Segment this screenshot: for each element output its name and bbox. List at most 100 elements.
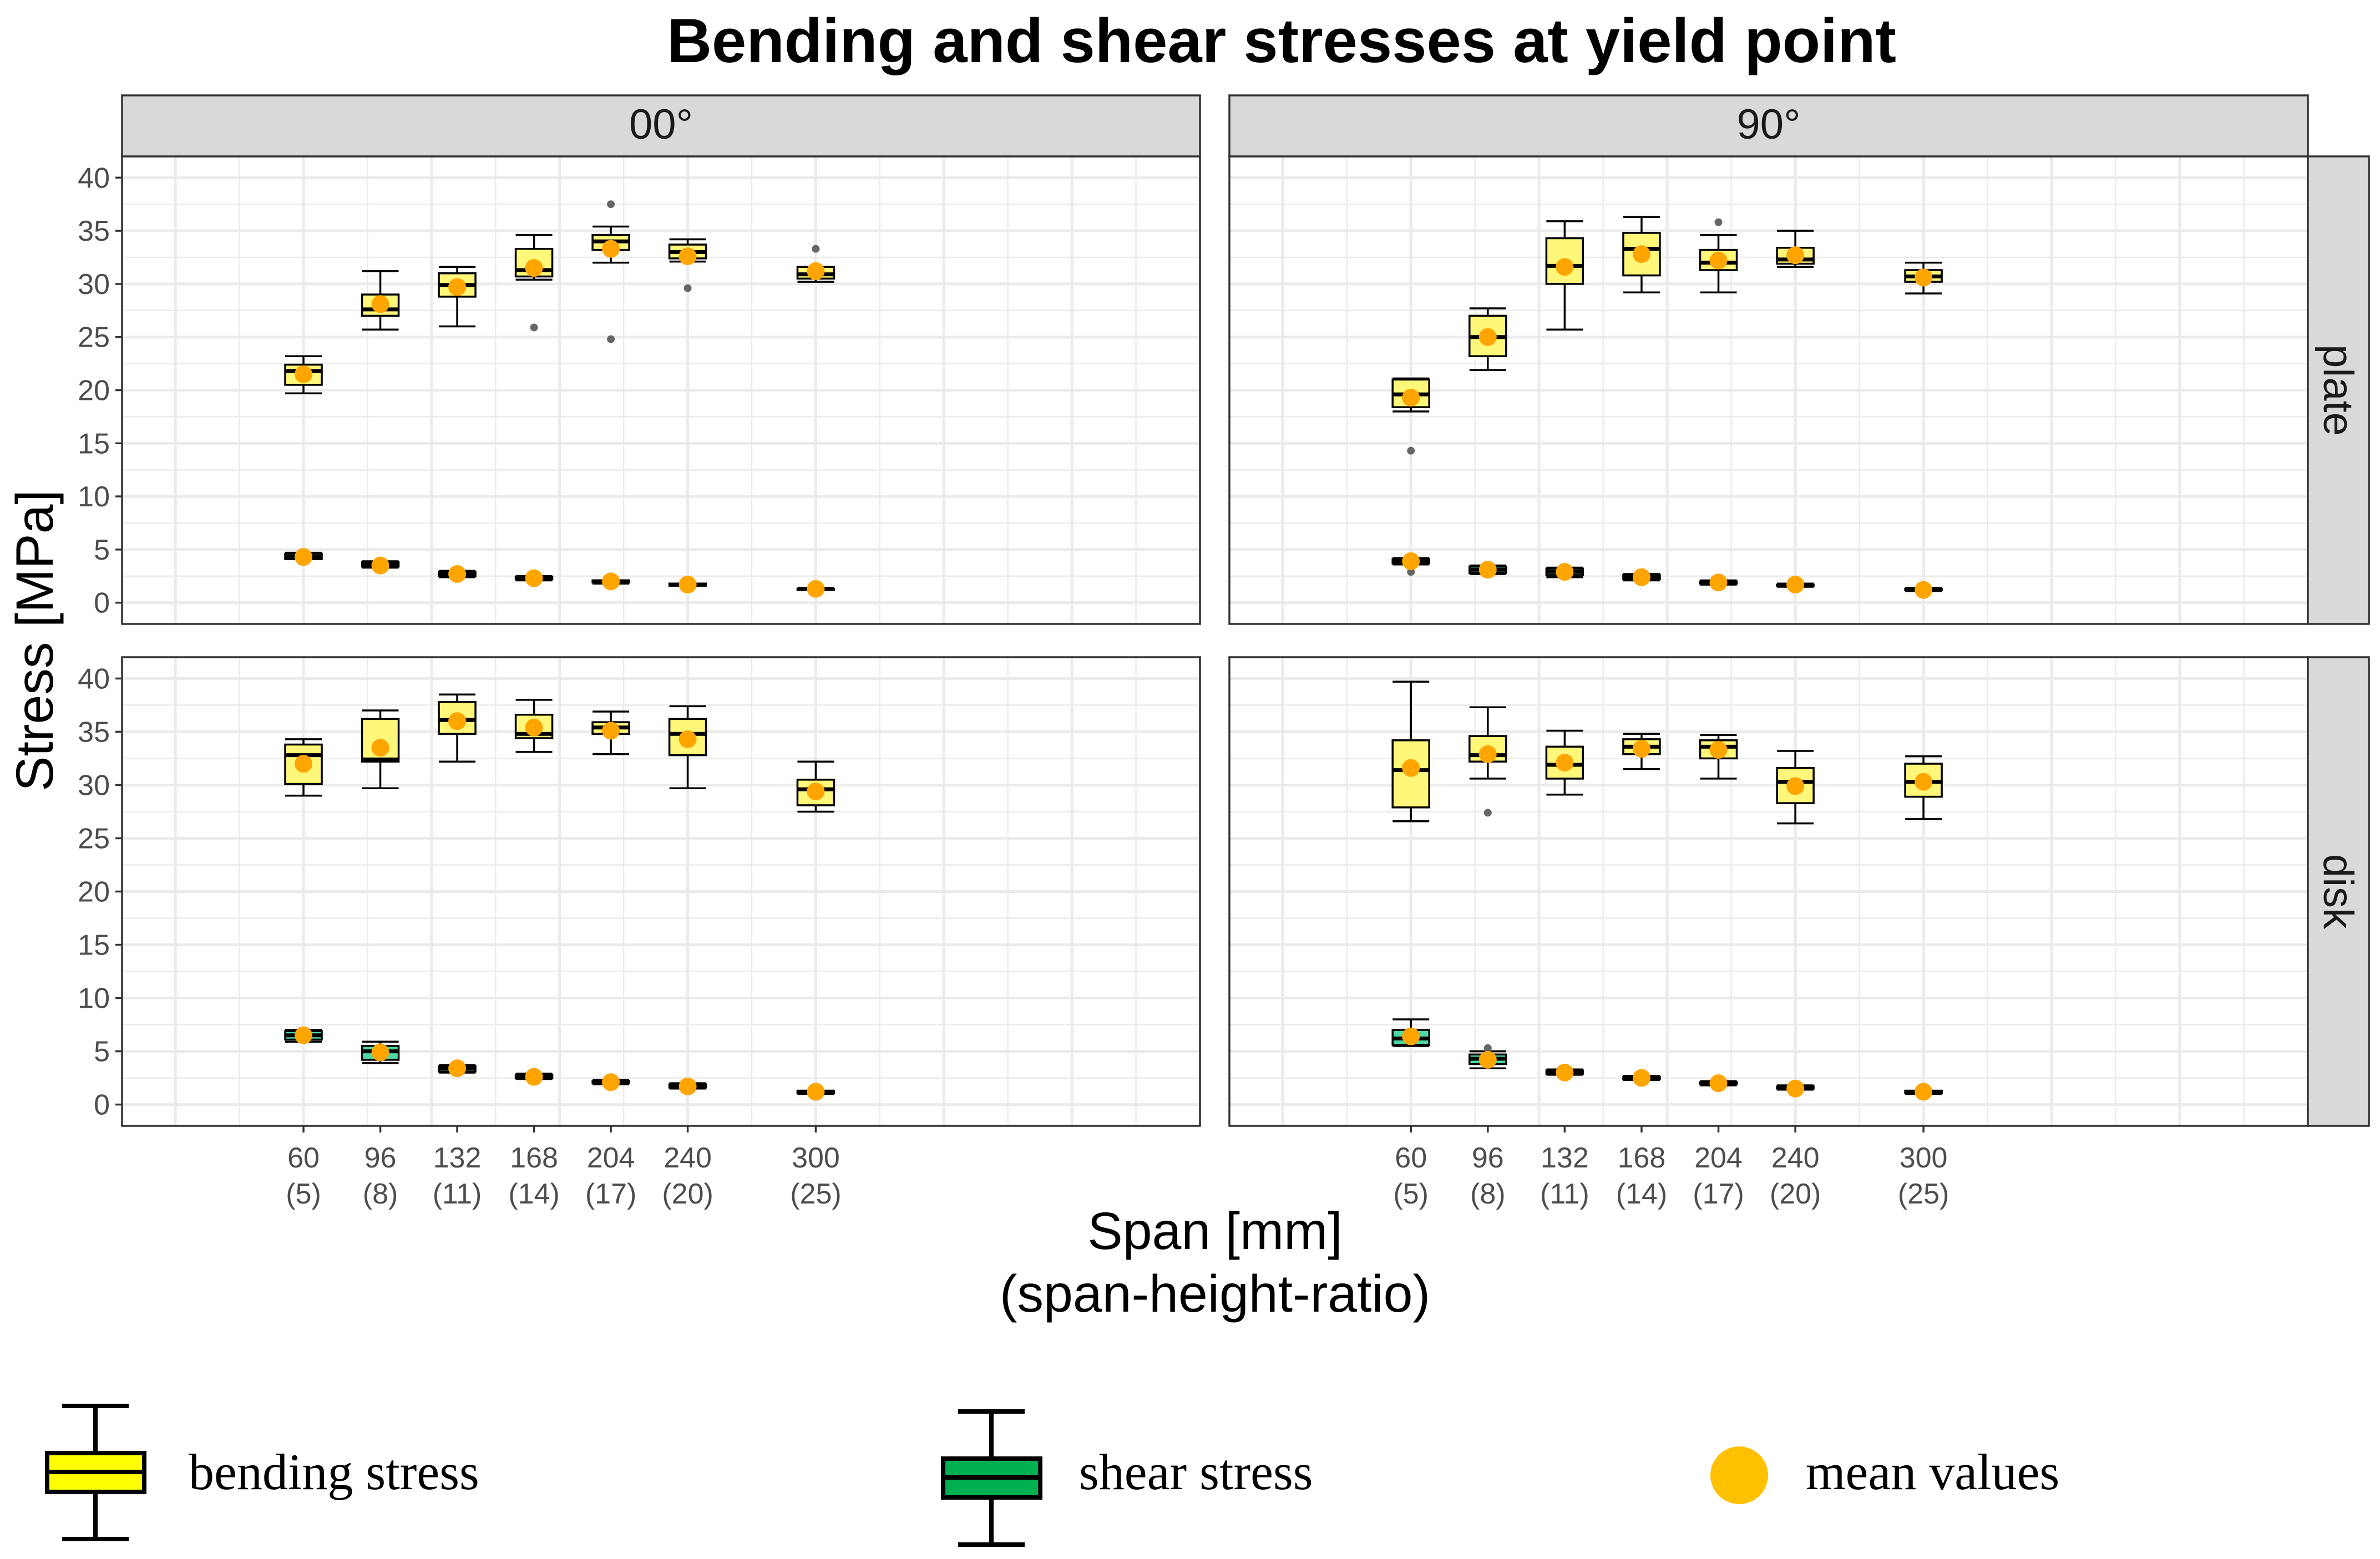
legend-label-mean: mean values [1806,1444,2059,1500]
shear-box [1545,563,1584,581]
bending-box [1622,216,1661,293]
mean-point [448,278,467,296]
x-tick-sublabel: (25) [1898,1178,1949,1210]
panel-gridlines [122,156,1202,624]
shear-box [591,1073,630,1091]
bending-box [284,738,323,797]
mean-point [807,782,825,800]
mean-point [1478,561,1497,579]
row-strip-label: plate [2315,344,2362,436]
shear-box [514,569,554,587]
shear-box [1699,1074,1738,1093]
column-strip-label: 90° [1737,101,1801,148]
bending-box [1699,734,1738,780]
shear-box [514,1068,554,1086]
y-tick-label: 30 [78,268,110,301]
x-tick-label: 240 [664,1142,712,1174]
panel-gridlines [1229,657,2310,1126]
bending-box [361,270,400,331]
mean-point [448,565,467,583]
shear-box [1391,552,1430,576]
mean-point [295,755,313,773]
bending-box [796,760,835,813]
y-tick-label: 30 [78,769,110,801]
x-tick-label: 60 [1395,1142,1427,1174]
mean-point [1556,258,1574,276]
legend-key-shear [941,1409,1042,1547]
shear-box [361,556,400,575]
mean-point [1556,563,1574,581]
x-tick-label: 300 [1900,1142,1948,1174]
mean-point [371,739,389,757]
mean-point [371,1043,389,1062]
x-axis-subtitle: (span-height-ratio) [1000,1265,1430,1323]
mean-point [1632,568,1650,586]
mean-point [602,240,620,258]
y-tick-label: 5 [94,534,110,566]
bending-box [1776,750,1815,825]
box-outlier-point [683,284,692,292]
x-tick-sublabel: (8) [363,1178,398,1210]
row-strip-0 [2307,155,2370,625]
bending-box [514,699,554,753]
facet-strips: 00° 90° plate disk [121,94,2370,1127]
shear-box [1904,1083,1943,1101]
mean-point [1478,328,1497,346]
y-tick-label: 15 [78,930,110,962]
bending-box [438,693,477,763]
bending-box [1699,218,1738,293]
mean-point [807,1083,825,1101]
shear-box [1545,1063,1584,1081]
x-axis-title: Span [mm] [1087,1202,1342,1261]
x-tick-sublabel: (11) [1540,1178,1589,1210]
mean-point [807,262,825,280]
bending-box [1904,755,1943,820]
x-tick-sublabel: (5) [1393,1178,1429,1210]
x-tick-sublabel: (20) [662,1178,713,1210]
row-strip-label: disk [2315,854,2362,930]
row-strip-1 [2307,656,2370,1127]
y-tick-label: 25 [78,322,110,354]
mean-point [525,259,543,277]
shear-box [284,548,323,566]
legend-swatch-mean [1710,1446,1768,1504]
box-outlier-point [1483,809,1492,817]
x-tick-label: 168 [510,1142,558,1174]
shear-box [1904,581,1943,599]
mean-point [1709,741,1728,759]
mean-point [1402,388,1420,407]
mean-point [1915,268,1933,287]
x-tick-sublabel: (5) [286,1178,321,1210]
x-tick-sublabel: (14) [1616,1178,1667,1210]
mean-point [295,548,313,566]
box-outlier-point [1483,1044,1492,1052]
bending-box [438,266,477,328]
mean-point [1786,1079,1805,1098]
axes: 0 5 10 15 20 25 30 35 40 0 5 10 15 20 25 30 35 40 60 (5) 96 (… [78,162,1949,1210]
bending-box [668,705,707,789]
y-tick-label: 25 [78,822,110,855]
mean-point [295,365,313,383]
bending-box [591,200,630,343]
x-tick-label: 60 [287,1142,320,1174]
y-tick-label: 10 [78,983,110,1015]
mean-point [1786,777,1805,795]
column-strip-1 [1228,94,2309,158]
bending-box [1468,307,1507,371]
mean-point [1478,745,1497,763]
x-tick-sublabel: (14) [508,1178,559,1210]
mean-point [1632,1069,1650,1087]
box-outlier-point [1407,568,1415,576]
bending-box [1904,261,1943,294]
mean-point [371,556,389,575]
bending-box [591,710,630,755]
bending-box [1391,377,1430,455]
x-tick-label: 300 [792,1142,840,1174]
y-axis-title: Stress [MPa] [6,490,64,791]
bending-box [1545,729,1584,796]
bending-box [1622,733,1661,770]
box-iqr [1776,766,1815,804]
mean-point [678,247,697,266]
y-tick-label: 40 [78,162,110,194]
